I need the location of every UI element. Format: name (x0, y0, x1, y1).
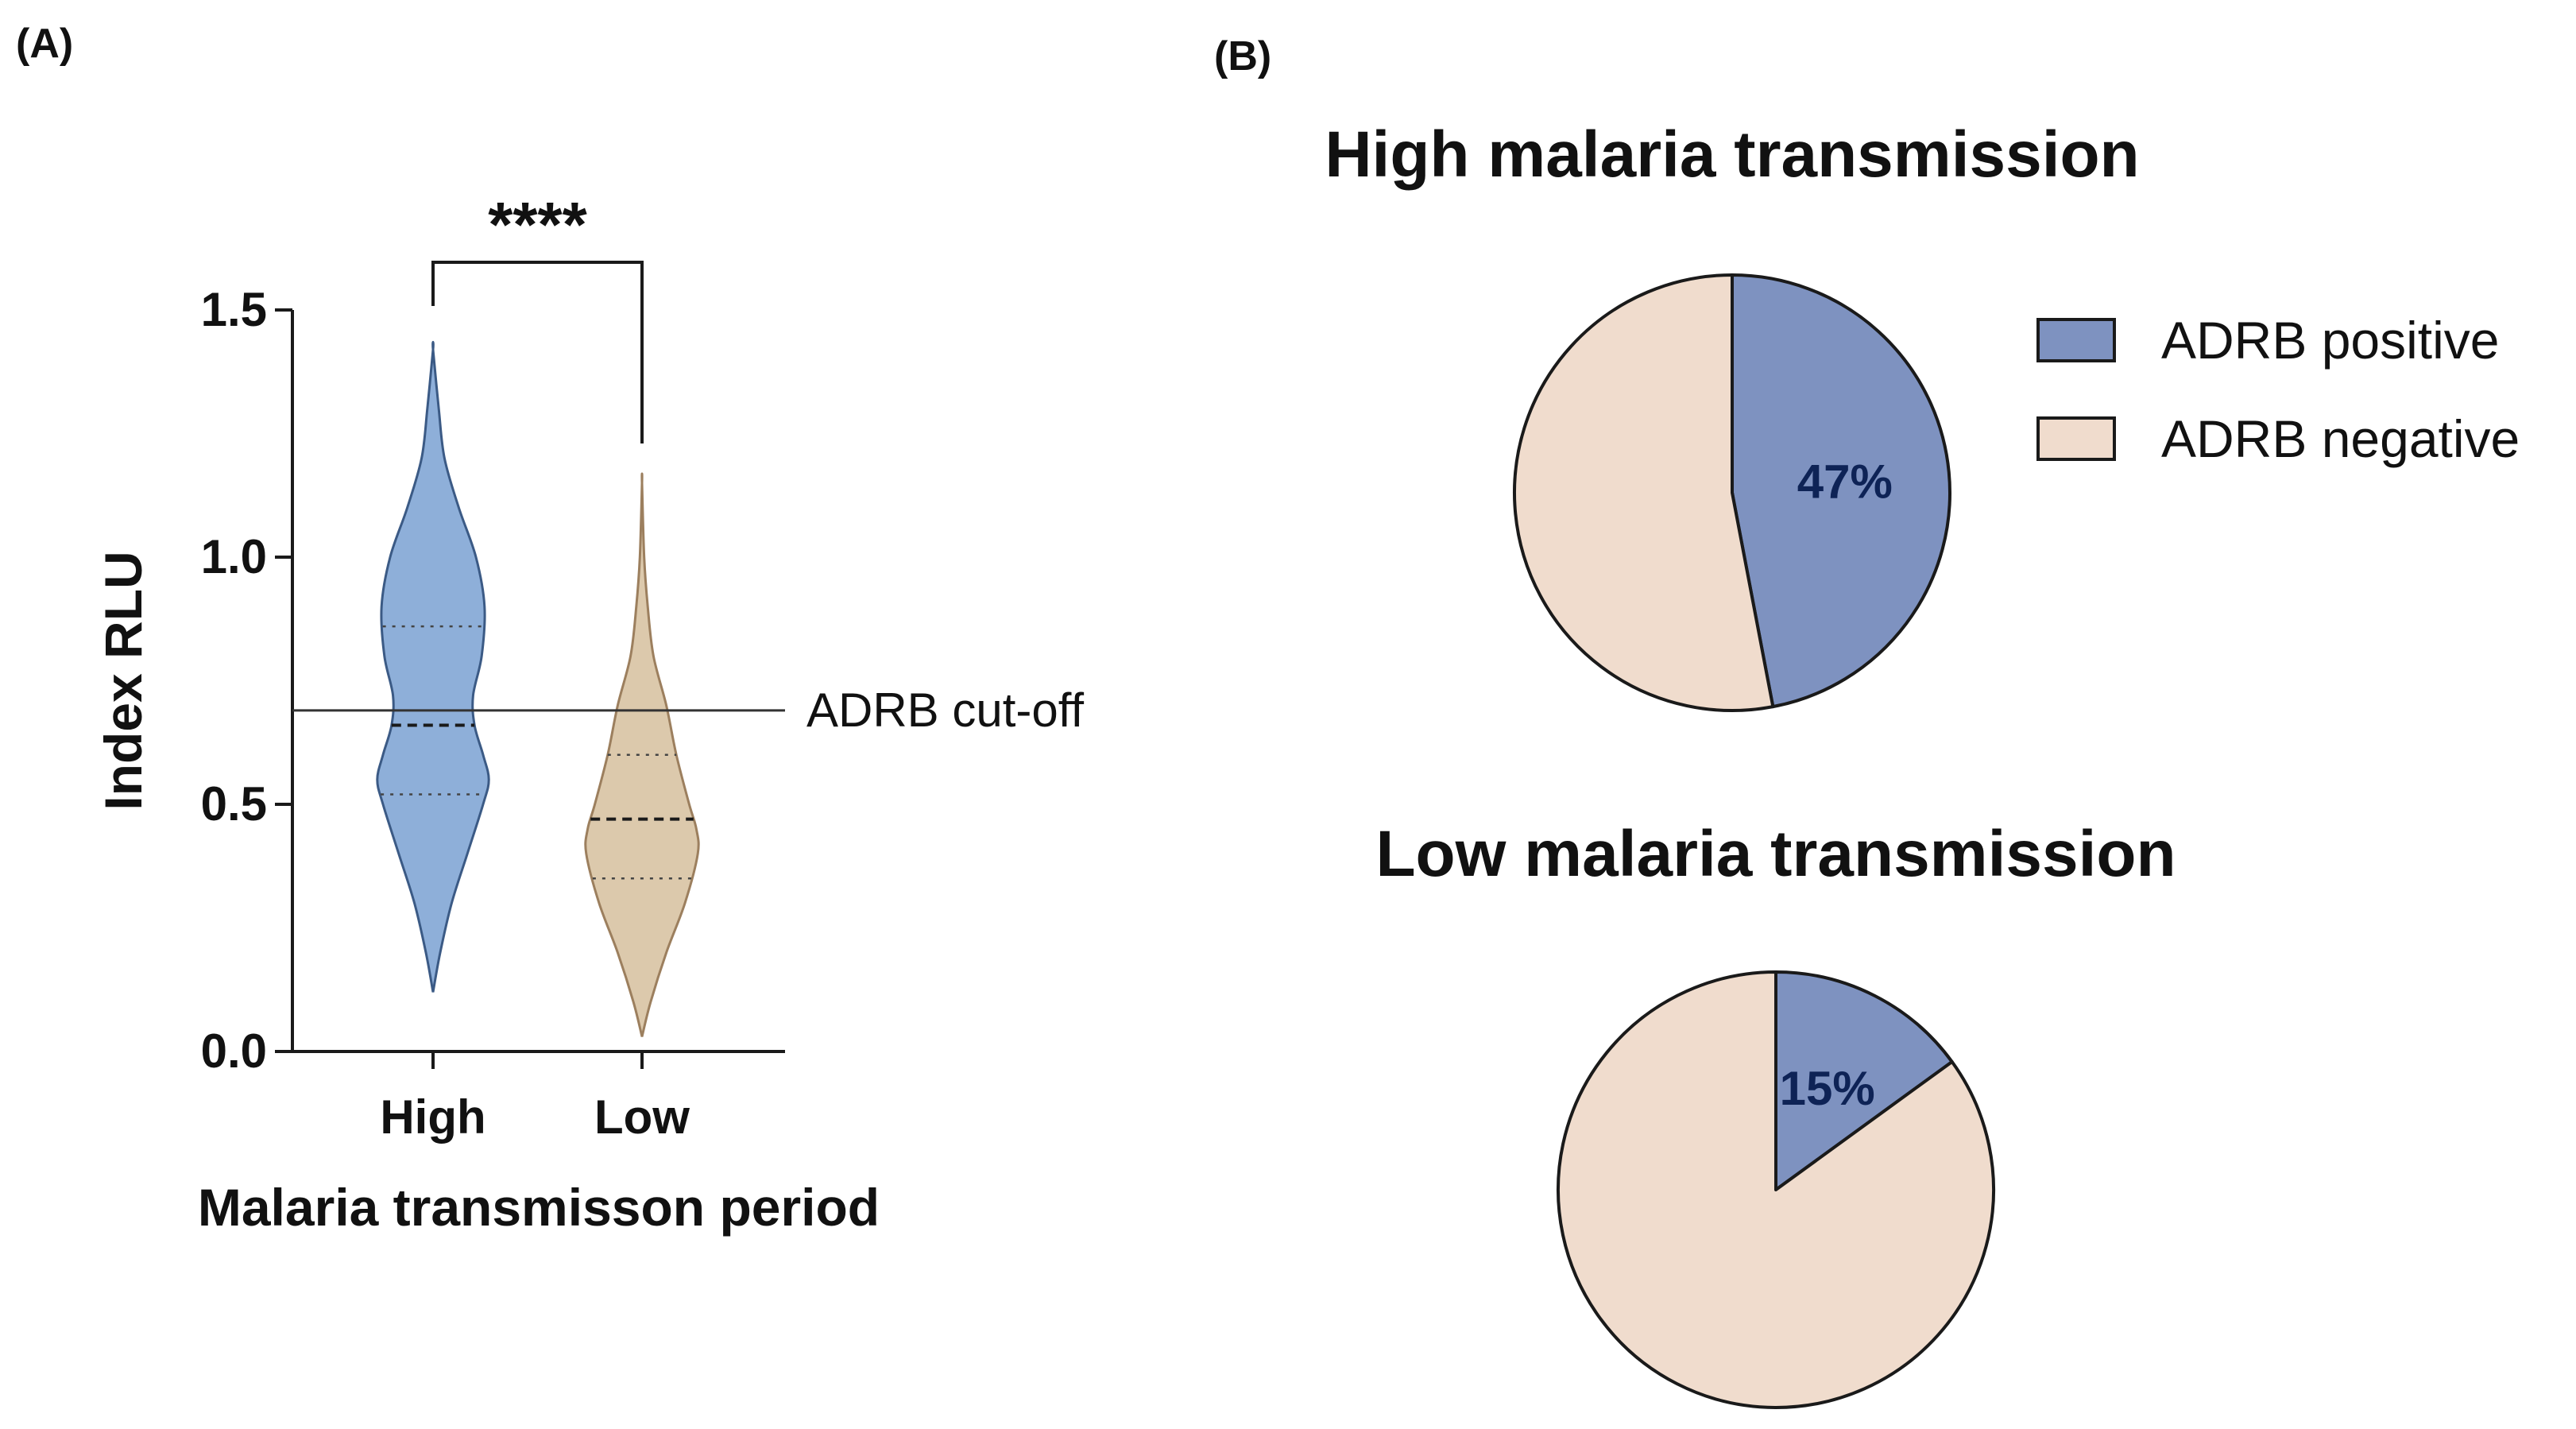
y-tick-label: 0.0 (201, 1024, 267, 1078)
y-tick-label: 1.5 (201, 283, 267, 336)
violin-low (584, 472, 700, 1037)
pie-high-pct-label: 47% (1797, 455, 1893, 509)
panel-a-label: (A) (16, 21, 73, 67)
pie-high: 47% (1513, 273, 1951, 712)
cutoff-label: ADRB cut-off (806, 684, 1084, 737)
violins-group (376, 340, 700, 1037)
significance-label: **** (488, 189, 587, 260)
pie-low: 15% (1557, 970, 1995, 1409)
pie-low-slice-adrb-positive (1774, 970, 1954, 1191)
pie-low-slice-adrb-negative (1557, 970, 1995, 1409)
legend-label-positive: ADRB positive (2161, 311, 2500, 370)
violin-high (376, 340, 490, 993)
pie-high-slice-adrb-negative (1513, 273, 1775, 712)
legend-swatch-negative (2036, 416, 2116, 461)
y-tick-label: 0.5 (201, 777, 267, 831)
pie-high-slice-adrb-positive (1731, 273, 1951, 709)
x-tick-label: High (380, 1090, 485, 1144)
y-tick-label: 1.0 (201, 530, 267, 583)
legend-swatch-positive (2036, 318, 2116, 362)
panel-b-label: (B) (1214, 33, 1271, 79)
violin-chart: 0.0 0.5 1.0 1.5 High Low ADRB cut-off **** I… (94, 189, 1084, 1237)
legend-label-negative: ADRB negative (2161, 409, 2520, 468)
x-tick-label: Low (594, 1090, 690, 1144)
significance-bracket (431, 261, 644, 443)
pie-low-title: Low malaria transmission (1375, 818, 2176, 890)
pie-high-title: High malaria transmission (1325, 118, 2139, 191)
y-axis-title: Index RLU (94, 551, 153, 810)
x-ticks-group: High Low (380, 1051, 690, 1144)
pie-low-pct-label: 15% (1780, 1062, 1875, 1115)
y-ticks-group: 0.0 0.5 1.0 1.5 (201, 283, 292, 1078)
legend: ADRB positive ADRB negative (2036, 311, 2520, 468)
x-axis-title: Malaria transmisson period (198, 1178, 880, 1237)
